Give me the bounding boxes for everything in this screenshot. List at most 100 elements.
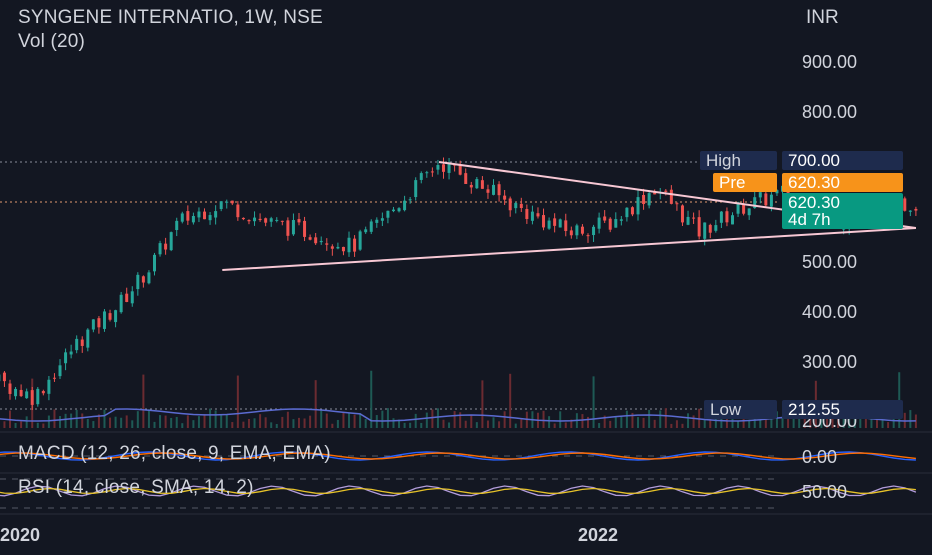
price-tick: 800.00 bbox=[802, 102, 857, 122]
volume-bar bbox=[515, 424, 517, 428]
candle bbox=[103, 309, 106, 332]
volume-bar bbox=[370, 371, 372, 428]
candle-body bbox=[3, 373, 6, 381]
macd-legend[interactable]: MACD (12, 26, close, 9, EMA, EMA) bbox=[18, 443, 331, 465]
volume-bar bbox=[554, 423, 556, 428]
volume-bar bbox=[215, 410, 217, 428]
volume-bar bbox=[331, 424, 333, 428]
low-tag-label: Low bbox=[704, 400, 777, 419]
candle-body bbox=[186, 211, 189, 221]
candle bbox=[637, 190, 640, 220]
candle-body bbox=[520, 204, 523, 208]
volume-bars bbox=[0, 369, 917, 428]
candle-body bbox=[731, 215, 734, 224]
volume-bar bbox=[226, 414, 228, 428]
volume-bar bbox=[593, 376, 595, 428]
candle bbox=[175, 218, 178, 236]
candle bbox=[92, 319, 95, 332]
candle-body bbox=[70, 352, 73, 355]
candle-body bbox=[314, 237, 317, 243]
candle bbox=[36, 387, 39, 407]
volume-bar bbox=[681, 424, 683, 428]
candle-body bbox=[281, 221, 284, 222]
candle bbox=[336, 243, 339, 250]
volume-bar bbox=[354, 415, 356, 428]
volume-bar bbox=[292, 419, 294, 428]
volume-bar bbox=[287, 412, 289, 428]
volume-bar bbox=[148, 409, 150, 428]
candle-body bbox=[220, 201, 223, 209]
candle-body bbox=[503, 196, 506, 200]
volume-bar bbox=[565, 422, 567, 428]
candle bbox=[386, 211, 389, 224]
candle-body bbox=[259, 219, 262, 220]
candle bbox=[748, 208, 751, 220]
candle-body bbox=[31, 390, 34, 405]
candle bbox=[481, 176, 484, 189]
volume-bar bbox=[543, 411, 545, 428]
candle-body bbox=[492, 185, 495, 195]
candle bbox=[742, 199, 745, 216]
candle-body bbox=[392, 210, 395, 212]
candle bbox=[392, 207, 395, 212]
candle bbox=[342, 247, 345, 255]
candle bbox=[503, 190, 506, 205]
volume-bar bbox=[470, 415, 472, 428]
candle-body bbox=[342, 247, 345, 251]
candle bbox=[253, 211, 256, 226]
candle-body bbox=[14, 389, 17, 396]
candle-body bbox=[181, 213, 184, 221]
volume-bar bbox=[481, 380, 483, 428]
time-tick-2022: 2022 bbox=[578, 525, 618, 545]
candle bbox=[536, 207, 539, 218]
time-axis: 202020222024 bbox=[0, 525, 932, 545]
volume-bar bbox=[81, 413, 83, 428]
volume-bar bbox=[109, 418, 111, 428]
candle-body bbox=[125, 294, 128, 302]
volume-bar bbox=[381, 411, 383, 428]
candle-body bbox=[525, 209, 528, 219]
candle-body bbox=[703, 223, 706, 239]
rsi-legend[interactable]: RSI (14, close, SMA, 14, 2) bbox=[18, 477, 254, 499]
candle bbox=[331, 244, 334, 255]
candle-body bbox=[914, 209, 917, 211]
candle-body bbox=[770, 195, 773, 207]
volume-legend[interactable]: Vol (20) bbox=[18, 31, 85, 53]
candle-body bbox=[136, 275, 139, 289]
candle-body bbox=[442, 164, 445, 172]
volume-bar bbox=[693, 415, 695, 428]
candle bbox=[186, 205, 189, 225]
price-axis: 900.00800.00500.00400.00300.00200.000.00… bbox=[802, 52, 857, 502]
candle bbox=[259, 213, 262, 221]
candle bbox=[181, 212, 184, 224]
volume-bar bbox=[415, 414, 417, 428]
candle bbox=[531, 206, 534, 225]
candle bbox=[159, 241, 162, 257]
candle-body bbox=[25, 391, 28, 398]
candle-body bbox=[64, 352, 67, 363]
candle-body bbox=[742, 204, 745, 213]
volume-bar bbox=[520, 419, 522, 428]
candle bbox=[297, 213, 300, 225]
candle-body bbox=[414, 180, 417, 197]
candle bbox=[448, 158, 451, 179]
volume-bar bbox=[248, 419, 250, 428]
candles bbox=[0, 157, 917, 410]
candle bbox=[59, 359, 62, 379]
volume-bar bbox=[487, 421, 489, 428]
symbol-title[interactable]: SYNGENE INTERNATIO, 1W, NSE bbox=[18, 7, 323, 29]
candle bbox=[564, 214, 567, 237]
candle-body bbox=[75, 339, 78, 350]
candle bbox=[592, 225, 595, 242]
volume-bar bbox=[220, 414, 222, 428]
candle bbox=[425, 171, 428, 178]
volume-bar bbox=[115, 417, 117, 428]
candle-body bbox=[303, 221, 306, 237]
volume-bar bbox=[159, 415, 161, 428]
volume-bar bbox=[426, 413, 428, 428]
candle bbox=[509, 197, 512, 217]
candle bbox=[214, 205, 217, 224]
volume-bar bbox=[165, 416, 167, 428]
